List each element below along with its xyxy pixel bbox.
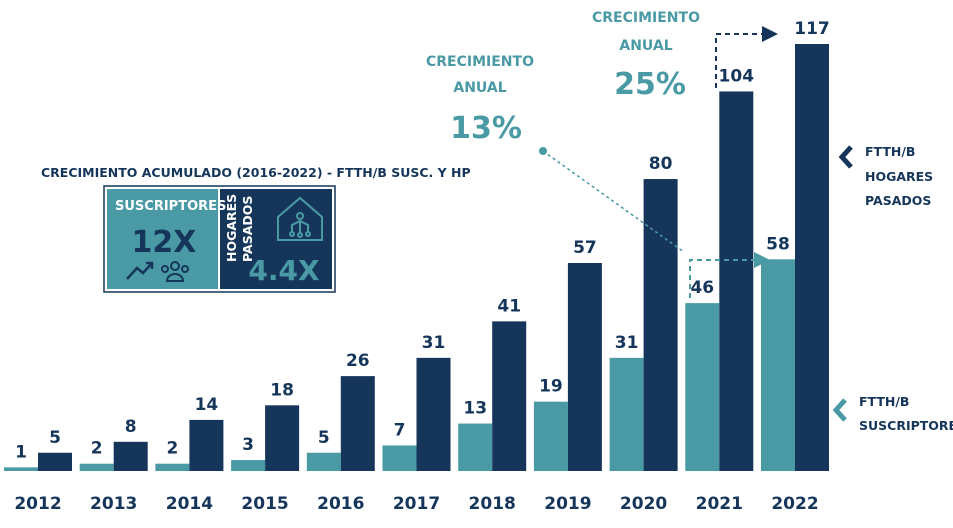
label-homes-2021: 104 xyxy=(719,66,755,86)
bars-layer xyxy=(4,44,829,472)
bar-subscribers-2022 xyxy=(761,259,795,471)
users-group-icon xyxy=(161,261,189,282)
label-homes-2022: 117 xyxy=(794,19,830,39)
bar-subscribers-2018 xyxy=(458,423,493,471)
x-tick-2016: 2016 xyxy=(317,494,364,514)
growth-13-title-line2: ANUAL xyxy=(453,80,506,96)
x-tick-2019: 2019 xyxy=(544,494,591,514)
label-homes-2012: 5 xyxy=(49,428,61,448)
label-subscribers-2021: 46 xyxy=(690,278,714,298)
bar-homes-2016 xyxy=(340,376,375,471)
label-subscribers-2013: 2 xyxy=(91,439,103,459)
bar-subscribers-2016 xyxy=(306,452,341,471)
legend-homes-line1: FTTH/B xyxy=(865,144,915,159)
label-homes-2014: 14 xyxy=(195,395,219,415)
label-subscribers-2018: 13 xyxy=(463,399,487,419)
label-homes-2016: 26 xyxy=(346,351,370,371)
cumulative-title: CRECIMIENTO ACUMULADO (2016-2022) - FTTH… xyxy=(41,165,471,180)
bar-homes-2013 xyxy=(113,441,148,471)
trend-up-icon xyxy=(126,261,154,280)
growth-25-title-line1: CRECIMIENTO xyxy=(592,10,700,26)
legend-subs-chevron-icon xyxy=(832,398,847,422)
label-subscribers-2016: 5 xyxy=(318,428,330,448)
subscribers-panel xyxy=(107,189,218,289)
bar-subscribers-2012 xyxy=(4,467,38,471)
bar-subscribers-2021 xyxy=(685,303,720,471)
subscribers-panel-label: SUSCRIPTORES xyxy=(115,199,226,214)
growth-13-leader-line xyxy=(542,150,685,253)
label-subscribers-2020: 31 xyxy=(615,333,639,353)
bar-subscribers-2019 xyxy=(533,401,568,471)
x-tick-2020: 2020 xyxy=(620,494,667,514)
x-tick-2021: 2021 xyxy=(696,494,743,514)
bar-subscribers-2013 xyxy=(79,463,114,471)
label-subscribers-2015: 3 xyxy=(242,435,254,455)
growth-25-title-line2: ANUAL xyxy=(619,38,672,54)
bar-subscribers-2017 xyxy=(382,445,417,471)
label-subscribers-2014: 2 xyxy=(166,439,178,459)
growth-25-value: 25% xyxy=(614,67,686,102)
x-tick-2015: 2015 xyxy=(241,494,288,514)
x-tick-2014: 2014 xyxy=(166,494,213,514)
label-homes-2017: 31 xyxy=(422,333,446,353)
legend-homes-chevron-icon xyxy=(838,145,853,169)
homes-panel-value: 4.4X xyxy=(248,254,320,287)
label-homes-2020: 80 xyxy=(649,154,673,174)
x-tick-2013: 2013 xyxy=(90,494,137,514)
subscriber-growth-arrow xyxy=(689,252,770,298)
homes-panel-label-line2: PASADOS xyxy=(240,196,255,262)
bar-homes-2022 xyxy=(795,44,829,471)
labels-layer: 1 5 2012 2 8 2013 2 14 2014 3 18 2015 5 26 2016 7 31 2017… xyxy=(14,19,829,514)
label-subscribers-2017: 7 xyxy=(394,420,406,440)
bar-homes-2012 xyxy=(38,452,72,471)
growth-13-title-line1: CRECIMIENTO xyxy=(426,54,534,70)
legend-subs-line1: FTTH/B xyxy=(859,394,909,409)
bar-homes-2014 xyxy=(189,419,224,471)
label-subscribers-2022: 58 xyxy=(766,234,790,254)
bar-homes-2015 xyxy=(265,405,300,471)
homes-growth-arrow xyxy=(715,26,778,88)
label-homes-2018: 41 xyxy=(497,296,521,316)
growth-13-value: 13% xyxy=(450,111,522,146)
bar-homes-2018 xyxy=(492,321,527,471)
bar-homes-2020 xyxy=(643,179,678,472)
x-tick-2012: 2012 xyxy=(14,494,61,514)
bar-homes-2017 xyxy=(416,357,451,471)
label-homes-2015: 18 xyxy=(270,380,294,400)
label-homes-2013: 8 xyxy=(125,417,137,437)
homes-panel-label-line1: HOGARES xyxy=(224,194,239,262)
x-tick-2017: 2017 xyxy=(393,494,440,514)
label-subscribers-2012: 1 xyxy=(15,442,27,462)
bar-subscribers-2014 xyxy=(155,463,190,471)
bar-homes-2019 xyxy=(567,262,602,471)
x-tick-2022: 2022 xyxy=(771,494,818,514)
x-tick-2018: 2018 xyxy=(469,494,516,514)
subscribers-panel-value: 12X xyxy=(132,225,197,260)
label-homes-2019: 57 xyxy=(573,238,597,258)
smart-home-icon xyxy=(277,196,323,241)
bar-homes-2021 xyxy=(719,91,754,471)
legend-homes-line3: PASADOS xyxy=(865,193,931,208)
bar-subscribers-2020 xyxy=(609,357,644,471)
legend-subs-line2: SUSCRIPTORES xyxy=(859,418,953,433)
legend-homes-line2: HOGARES xyxy=(865,169,933,184)
label-subscribers-2019: 19 xyxy=(539,377,563,397)
bar-subscribers-2015 xyxy=(231,460,266,471)
